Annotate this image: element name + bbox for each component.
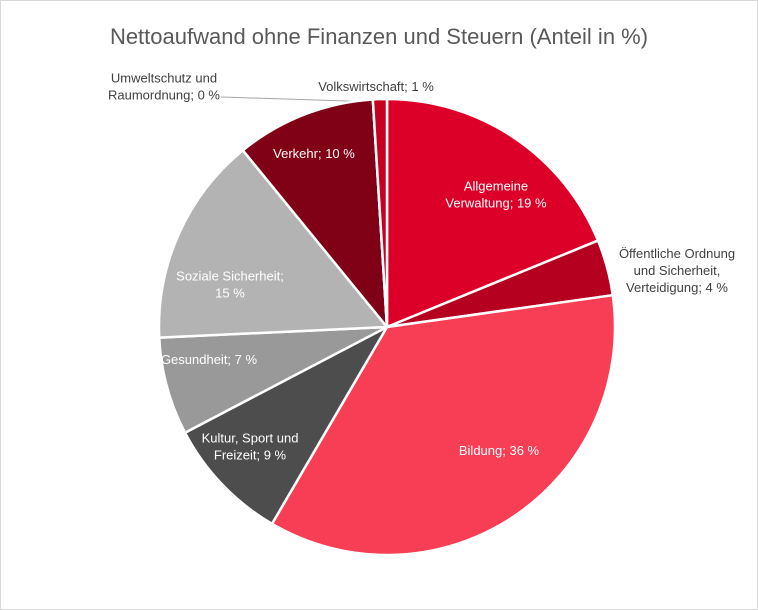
- data-label: Gesundheit; 7 %: [161, 352, 258, 367]
- pie-slice: [385, 97, 600, 329]
- chart-title: Nettoaufwand ohne Finanzen und Steuern (…: [110, 24, 648, 49]
- data-label: Kultur, Sport und Freizeit; 9 %: [202, 431, 299, 463]
- pie-slice: [241, 98, 389, 329]
- data-label: Allgemeine Verwaltung; 19 %: [445, 179, 547, 211]
- pie-slice: [183, 325, 389, 526]
- data-label: Verkehr; 10 %: [273, 146, 355, 161]
- data-label: Volkswirtschaft; 1 %: [318, 79, 434, 94]
- pie-slice: [157, 149, 389, 339]
- data-label: Öffentliche Ordnung und Sicherheit, Vertei…: [619, 246, 735, 295]
- pie-slice: [270, 293, 617, 557]
- data-label: Bildung; 36 %: [459, 443, 540, 458]
- data-label: Umweltschutz und Raumordnung; 0 %: [108, 71, 220, 103]
- pie-slice: [371, 97, 389, 329]
- data-label: Soziale Sicherheit; 15 %: [176, 269, 284, 301]
